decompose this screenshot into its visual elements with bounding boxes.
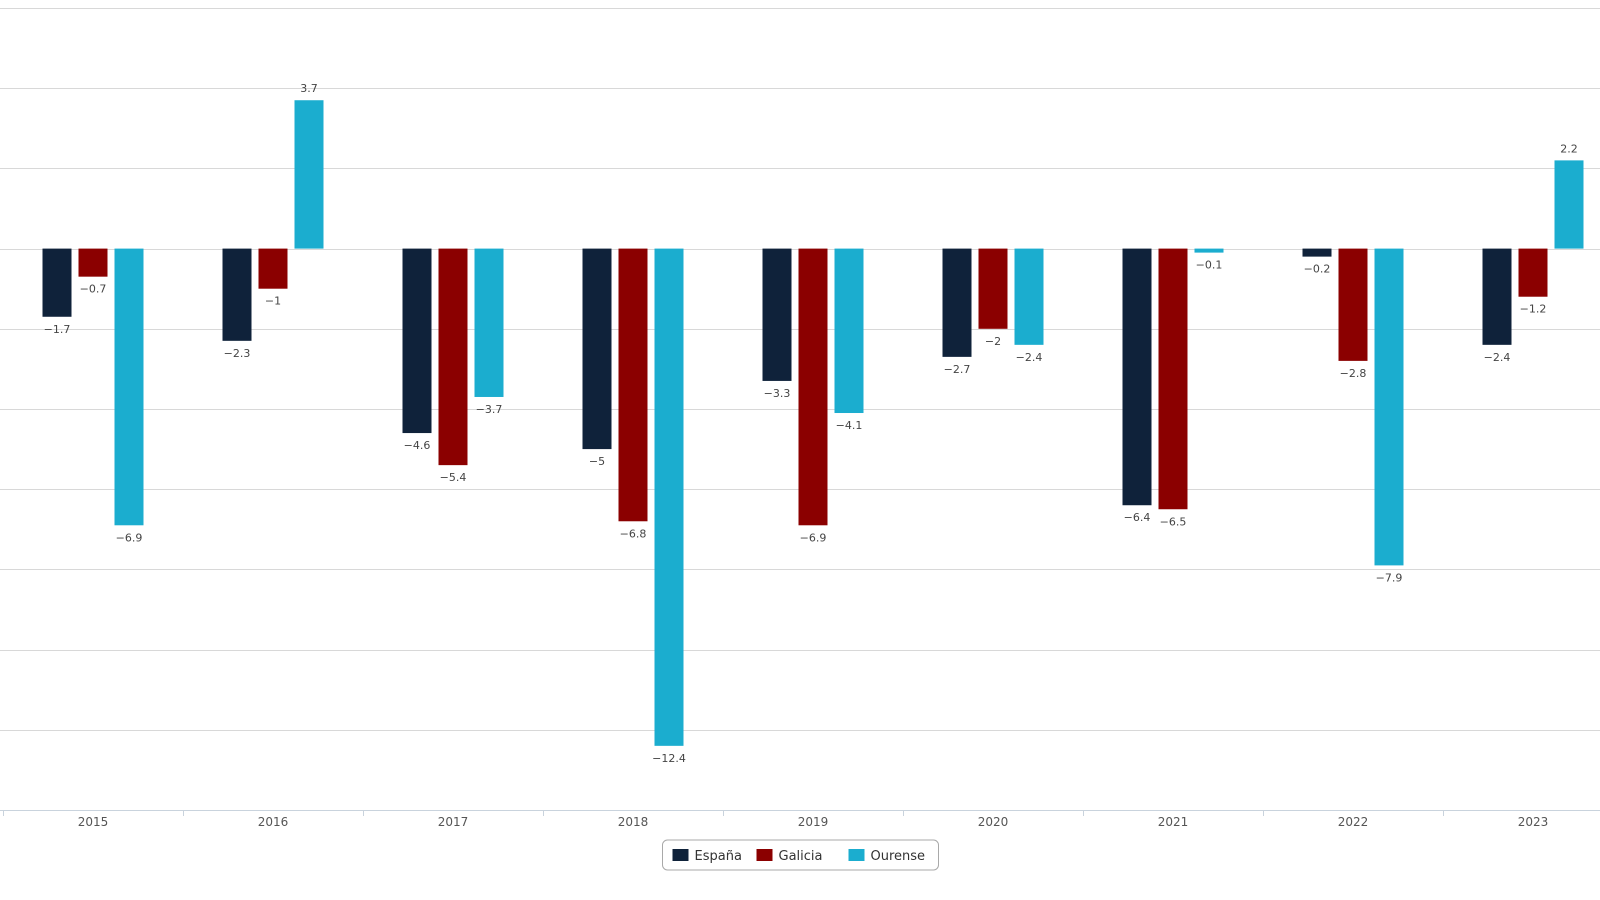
bar-galicia-2023[interactable] — [1518, 248, 1548, 297]
legend-item-0[interactable]: España — [695, 849, 742, 864]
bar-galicia-2022[interactable] — [1338, 248, 1368, 361]
data-label: −3.3 — [764, 387, 791, 400]
bar-espa-a-2023[interactable] — [1482, 248, 1512, 345]
legend-item-1[interactable]: Galicia — [779, 849, 823, 864]
data-label: −1.7 — [44, 323, 71, 336]
data-label: 2.2 — [1560, 142, 1578, 155]
bar-galicia-2015[interactable] — [78, 248, 108, 277]
bar-espa-a-2015[interactable] — [42, 248, 72, 317]
data-label: −0.1 — [1196, 259, 1223, 272]
bar-galicia-2018[interactable] — [618, 248, 648, 522]
legend-swatch-0 — [672, 849, 689, 861]
data-label: −2.3 — [224, 347, 251, 360]
data-label: −5 — [589, 455, 605, 468]
bar-ourense-2023[interactable] — [1554, 160, 1584, 249]
data-label: −2.4 — [1484, 351, 1511, 364]
x-tick-label-2015: 2015 — [78, 815, 109, 829]
data-label: −2 — [985, 335, 1001, 348]
legend-swatch-1 — [756, 849, 773, 861]
bar-ourense-2018[interactable] — [654, 248, 684, 746]
bar-galicia-2019[interactable] — [798, 248, 828, 526]
x-axis: 2015 2016 2017 2018 2019 2020 2021 2022 2023 — [0, 810, 1600, 829]
data-label: −6.8 — [620, 527, 647, 540]
data-label: −6.9 — [800, 531, 827, 544]
bar-galicia-2020[interactable] — [978, 248, 1008, 329]
legend-item-2[interactable]: Ourense — [871, 849, 926, 864]
data-label: −3.7 — [476, 403, 503, 416]
data-label: −1 — [265, 295, 281, 308]
bar-ourense-2021[interactable] — [1194, 248, 1224, 253]
data-label: −7.9 — [1376, 571, 1403, 584]
data-label: −0.7 — [80, 283, 107, 296]
bar-ourense-2019[interactable] — [834, 248, 864, 414]
x-tick-label-2021: 2021 — [1158, 815, 1189, 829]
data-label: −2.4 — [1016, 351, 1043, 364]
data-label: −1.2 — [1520, 303, 1547, 316]
bar-ourense-2016[interactable] — [294, 100, 324, 249]
x-tick-label-2020: 2020 — [978, 815, 1009, 829]
bar-ourense-2015[interactable] — [114, 248, 144, 526]
data-label: −2.8 — [1340, 367, 1367, 380]
x-tick-label-2023: 2023 — [1518, 815, 1549, 829]
data-label: −2.7 — [944, 363, 971, 376]
bar-ourense-2020[interactable] — [1014, 248, 1044, 345]
x-tick-label-2018: 2018 — [618, 815, 649, 829]
bar-espa-a-2018[interactable] — [582, 248, 612, 450]
data-label: −12.4 — [652, 752, 686, 765]
data-labels: −1.7 −2.3 −4.6 −5 −3.3 −2.7 −6.4 −0.2 −2.4 −0.7 −1… — [44, 82, 1578, 765]
bar-ourense-2022[interactable] — [1374, 248, 1404, 566]
data-label: −4.6 — [404, 439, 431, 452]
legend-box — [662, 839, 939, 871]
bar-espa-a-2021[interactable] — [1122, 248, 1152, 506]
data-label: 3.7 — [300, 82, 318, 95]
x-tick-label-2019: 2019 — [798, 815, 829, 829]
x-tick-label-2022: 2022 — [1338, 815, 1369, 829]
x-tick-label-2016: 2016 — [258, 815, 289, 829]
legend[interactable]: España Galicia Ourense — [662, 839, 939, 871]
bar-espa-a-2016[interactable] — [222, 248, 252, 341]
bar-galicia-2016[interactable] — [258, 248, 288, 289]
bar-espa-a-2019[interactable] — [762, 248, 792, 381]
data-label: −4.1 — [836, 419, 863, 432]
bar-espa-a-2017[interactable] — [402, 248, 432, 434]
data-label: −6.5 — [1160, 515, 1187, 528]
bar-espa-a-2020[interactable] — [942, 248, 972, 357]
data-label: −5.4 — [440, 471, 467, 484]
data-label: −6.4 — [1124, 511, 1151, 524]
data-label: −0.2 — [1304, 263, 1331, 276]
x-tick-label-2017: 2017 — [438, 815, 469, 829]
bar-espa-a-2022[interactable] — [1302, 248, 1332, 257]
bars — [42, 100, 1584, 746]
bar-galicia-2021[interactable] — [1158, 248, 1188, 510]
bar-ourense-2017[interactable] — [474, 248, 504, 397]
legend-swatch-2 — [848, 849, 865, 861]
data-label: −6.9 — [116, 531, 143, 544]
bar-galicia-2017[interactable] — [438, 248, 468, 466]
